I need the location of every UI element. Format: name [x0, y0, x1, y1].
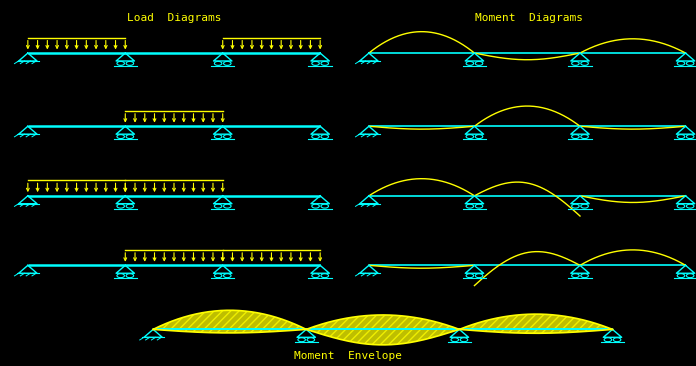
- Text: Moment  Envelope: Moment Envelope: [294, 351, 402, 361]
- Text: Moment  Diagrams: Moment Diagrams: [475, 13, 583, 23]
- Text: Load  Diagrams: Load Diagrams: [127, 13, 221, 23]
- Polygon shape: [153, 329, 612, 345]
- Polygon shape: [153, 310, 612, 329]
